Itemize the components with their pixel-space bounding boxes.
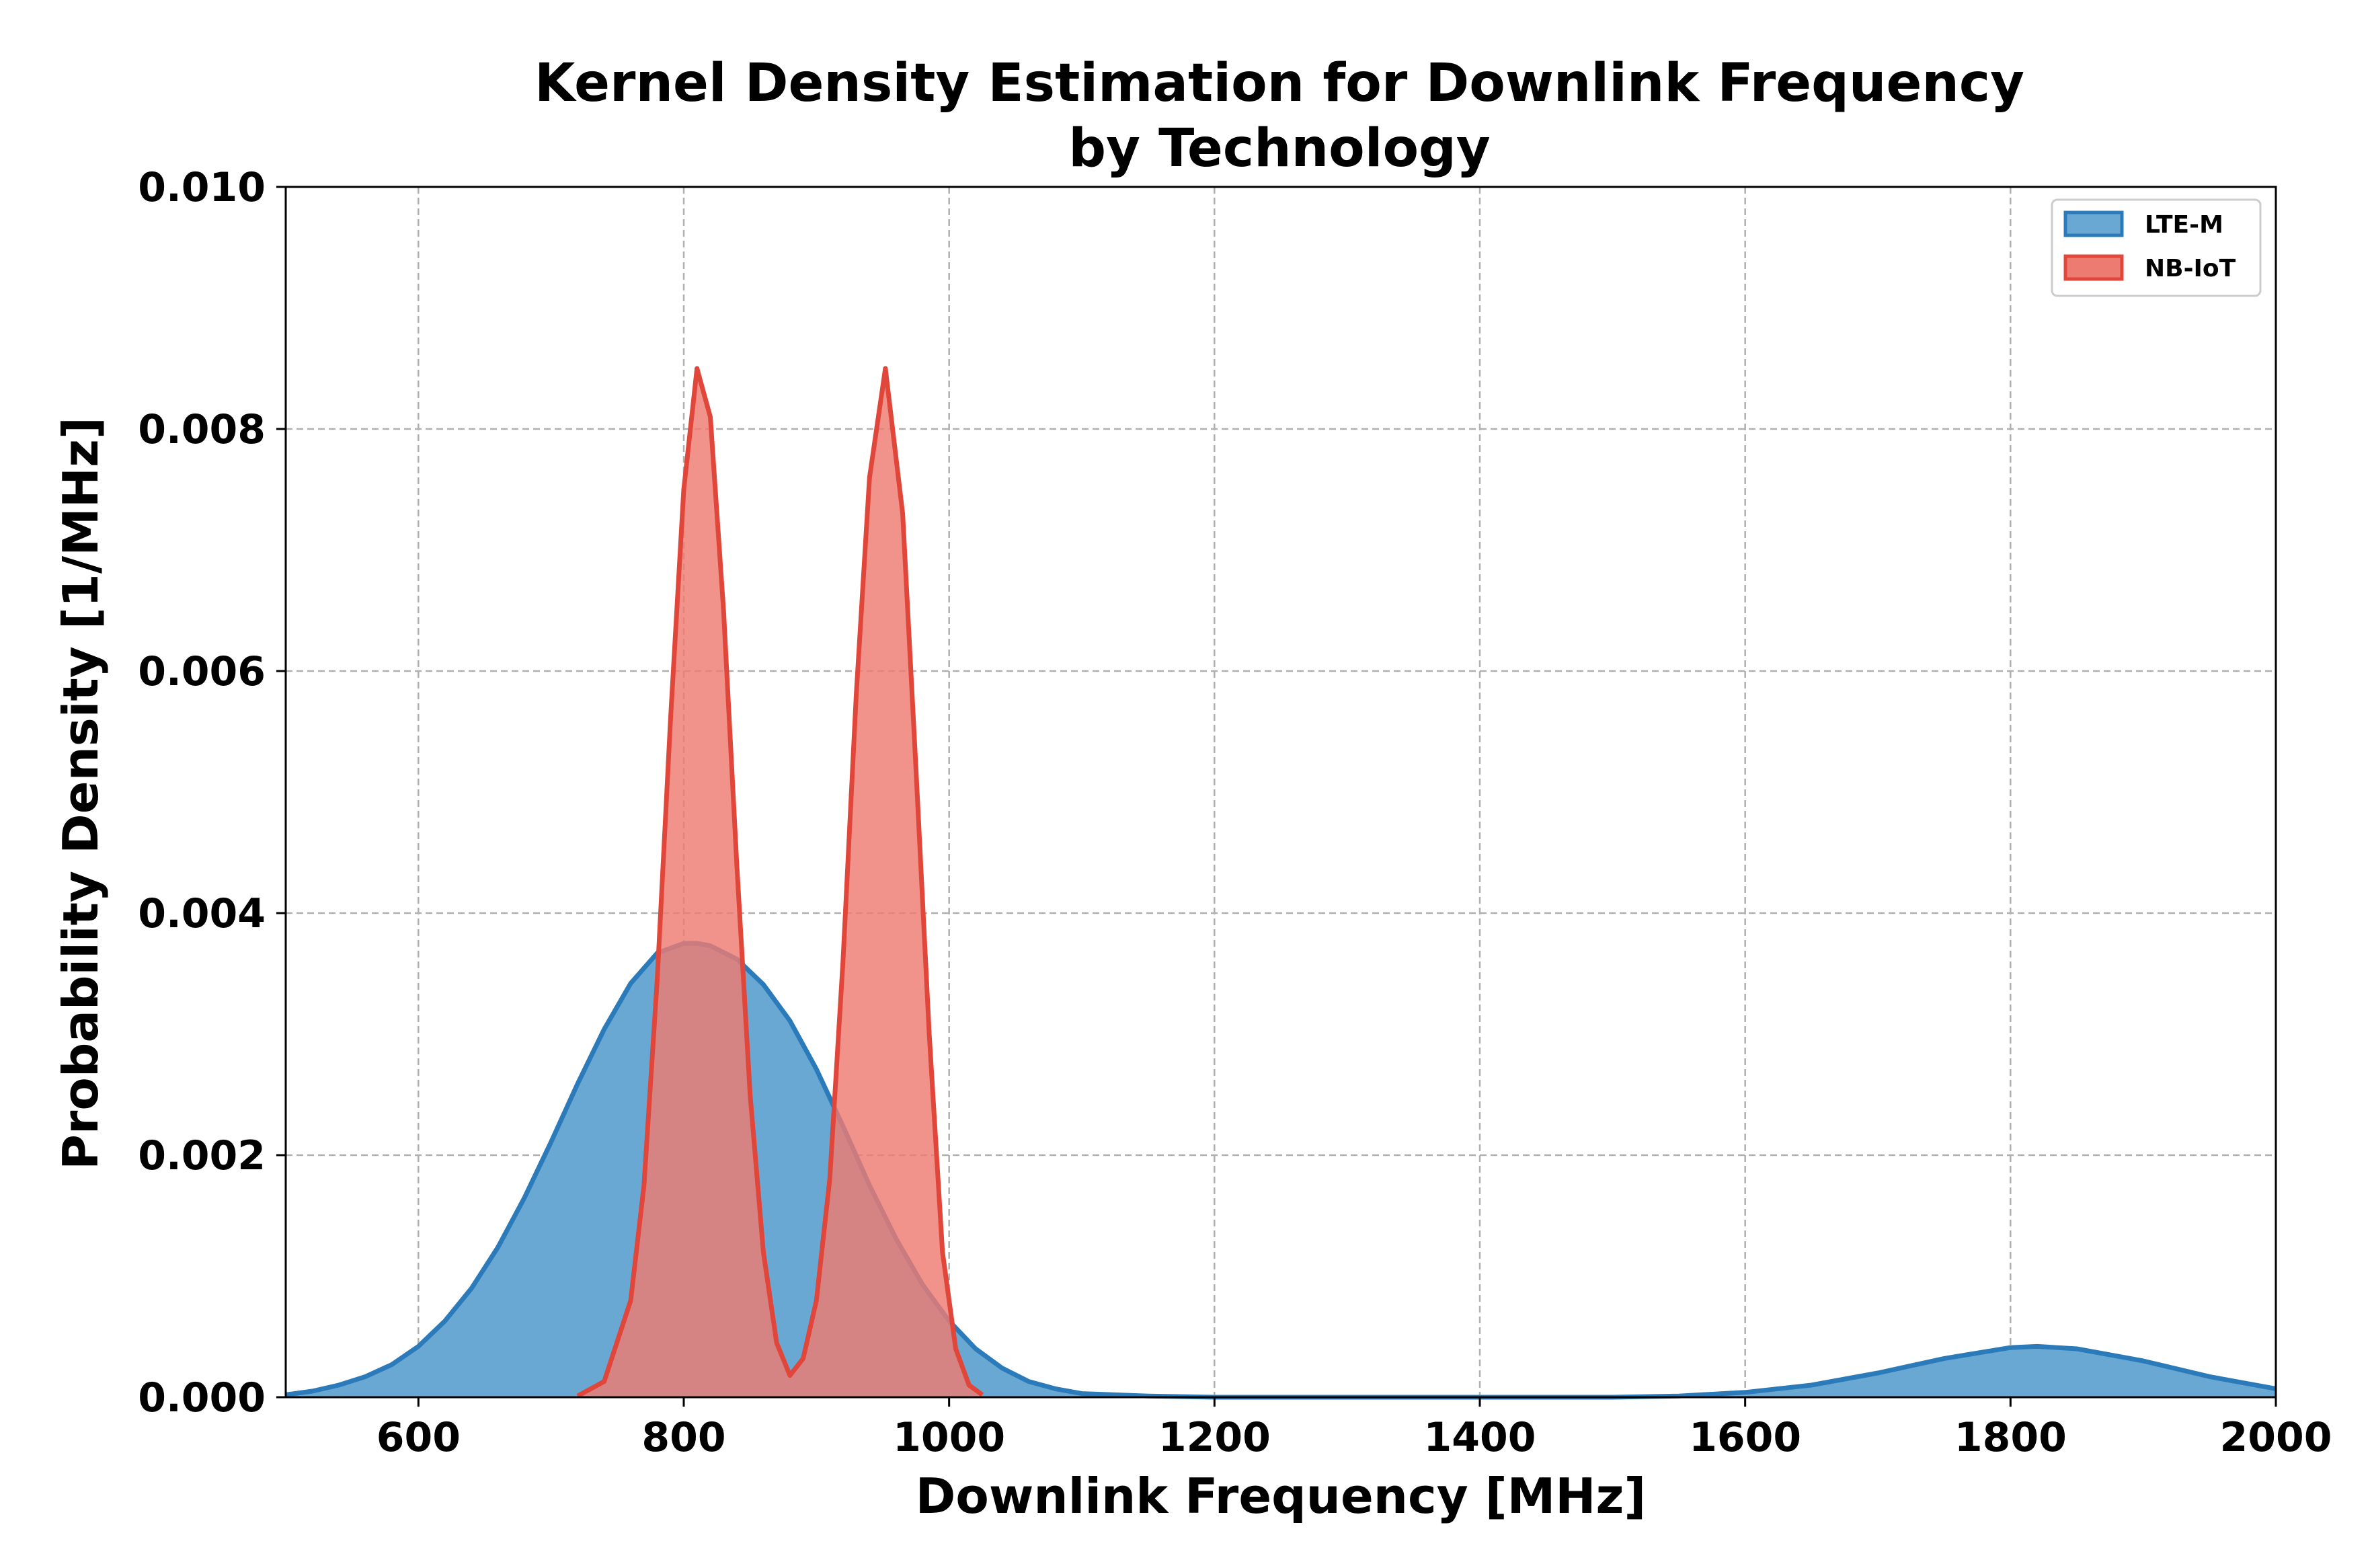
area-lte-m	[286, 943, 2276, 1397]
y-tick-label: 0.006	[138, 648, 266, 695]
y-tick-label: 0.008	[138, 406, 266, 453]
line-nb-iot	[576, 366, 984, 1399]
chart-title-line2: by Technology	[1068, 118, 1490, 179]
x-tick-label: 1200	[1158, 1414, 1271, 1461]
y-tick-label: 0.010	[138, 164, 266, 211]
x-tick-label: 1600	[1689, 1414, 1801, 1461]
legend: LTE-M NB-IoT	[2051, 198, 2262, 297]
x-tick-label: 600	[377, 1414, 461, 1461]
chart-title-line1: Kernel Density Estimation for Downlink F…	[535, 53, 2024, 114]
series-areas	[285, 366, 2277, 1400]
x-tick-label: 800	[641, 1414, 725, 1461]
legend-label-nb-iot: NB-IoT	[2145, 255, 2236, 282]
area-nb-iot	[578, 368, 982, 1397]
x-ticks: 600 800 1000 1200 1400 1600 1800 2000	[377, 1397, 2332, 1461]
legend-swatch-nb-iot	[2063, 254, 2124, 281]
x-tick-label: 2000	[2220, 1414, 2332, 1461]
x-tick-label: 1000	[893, 1414, 1005, 1461]
x-axis-label: Downlink Frequency [MHz]	[916, 1468, 1647, 1524]
legend-swatch-lte-m	[2063, 210, 2124, 237]
y-ticks: 0.000 0.002 0.004 0.006 0.008 0.010	[138, 164, 286, 1421]
y-axis-label: Probability Density [1/MHz]	[52, 417, 109, 1170]
y-tick-label: 0.000	[138, 1374, 266, 1421]
x-tick-label: 1400	[1424, 1414, 1536, 1461]
y-tick-label: 0.002	[138, 1132, 266, 1179]
legend-label-lte-m: LTE-M	[2145, 211, 2223, 239]
plot-frame	[284, 186, 2277, 1399]
x-tick-label: 1800	[1954, 1414, 2067, 1461]
y-tick-label: 0.004	[138, 890, 266, 937]
